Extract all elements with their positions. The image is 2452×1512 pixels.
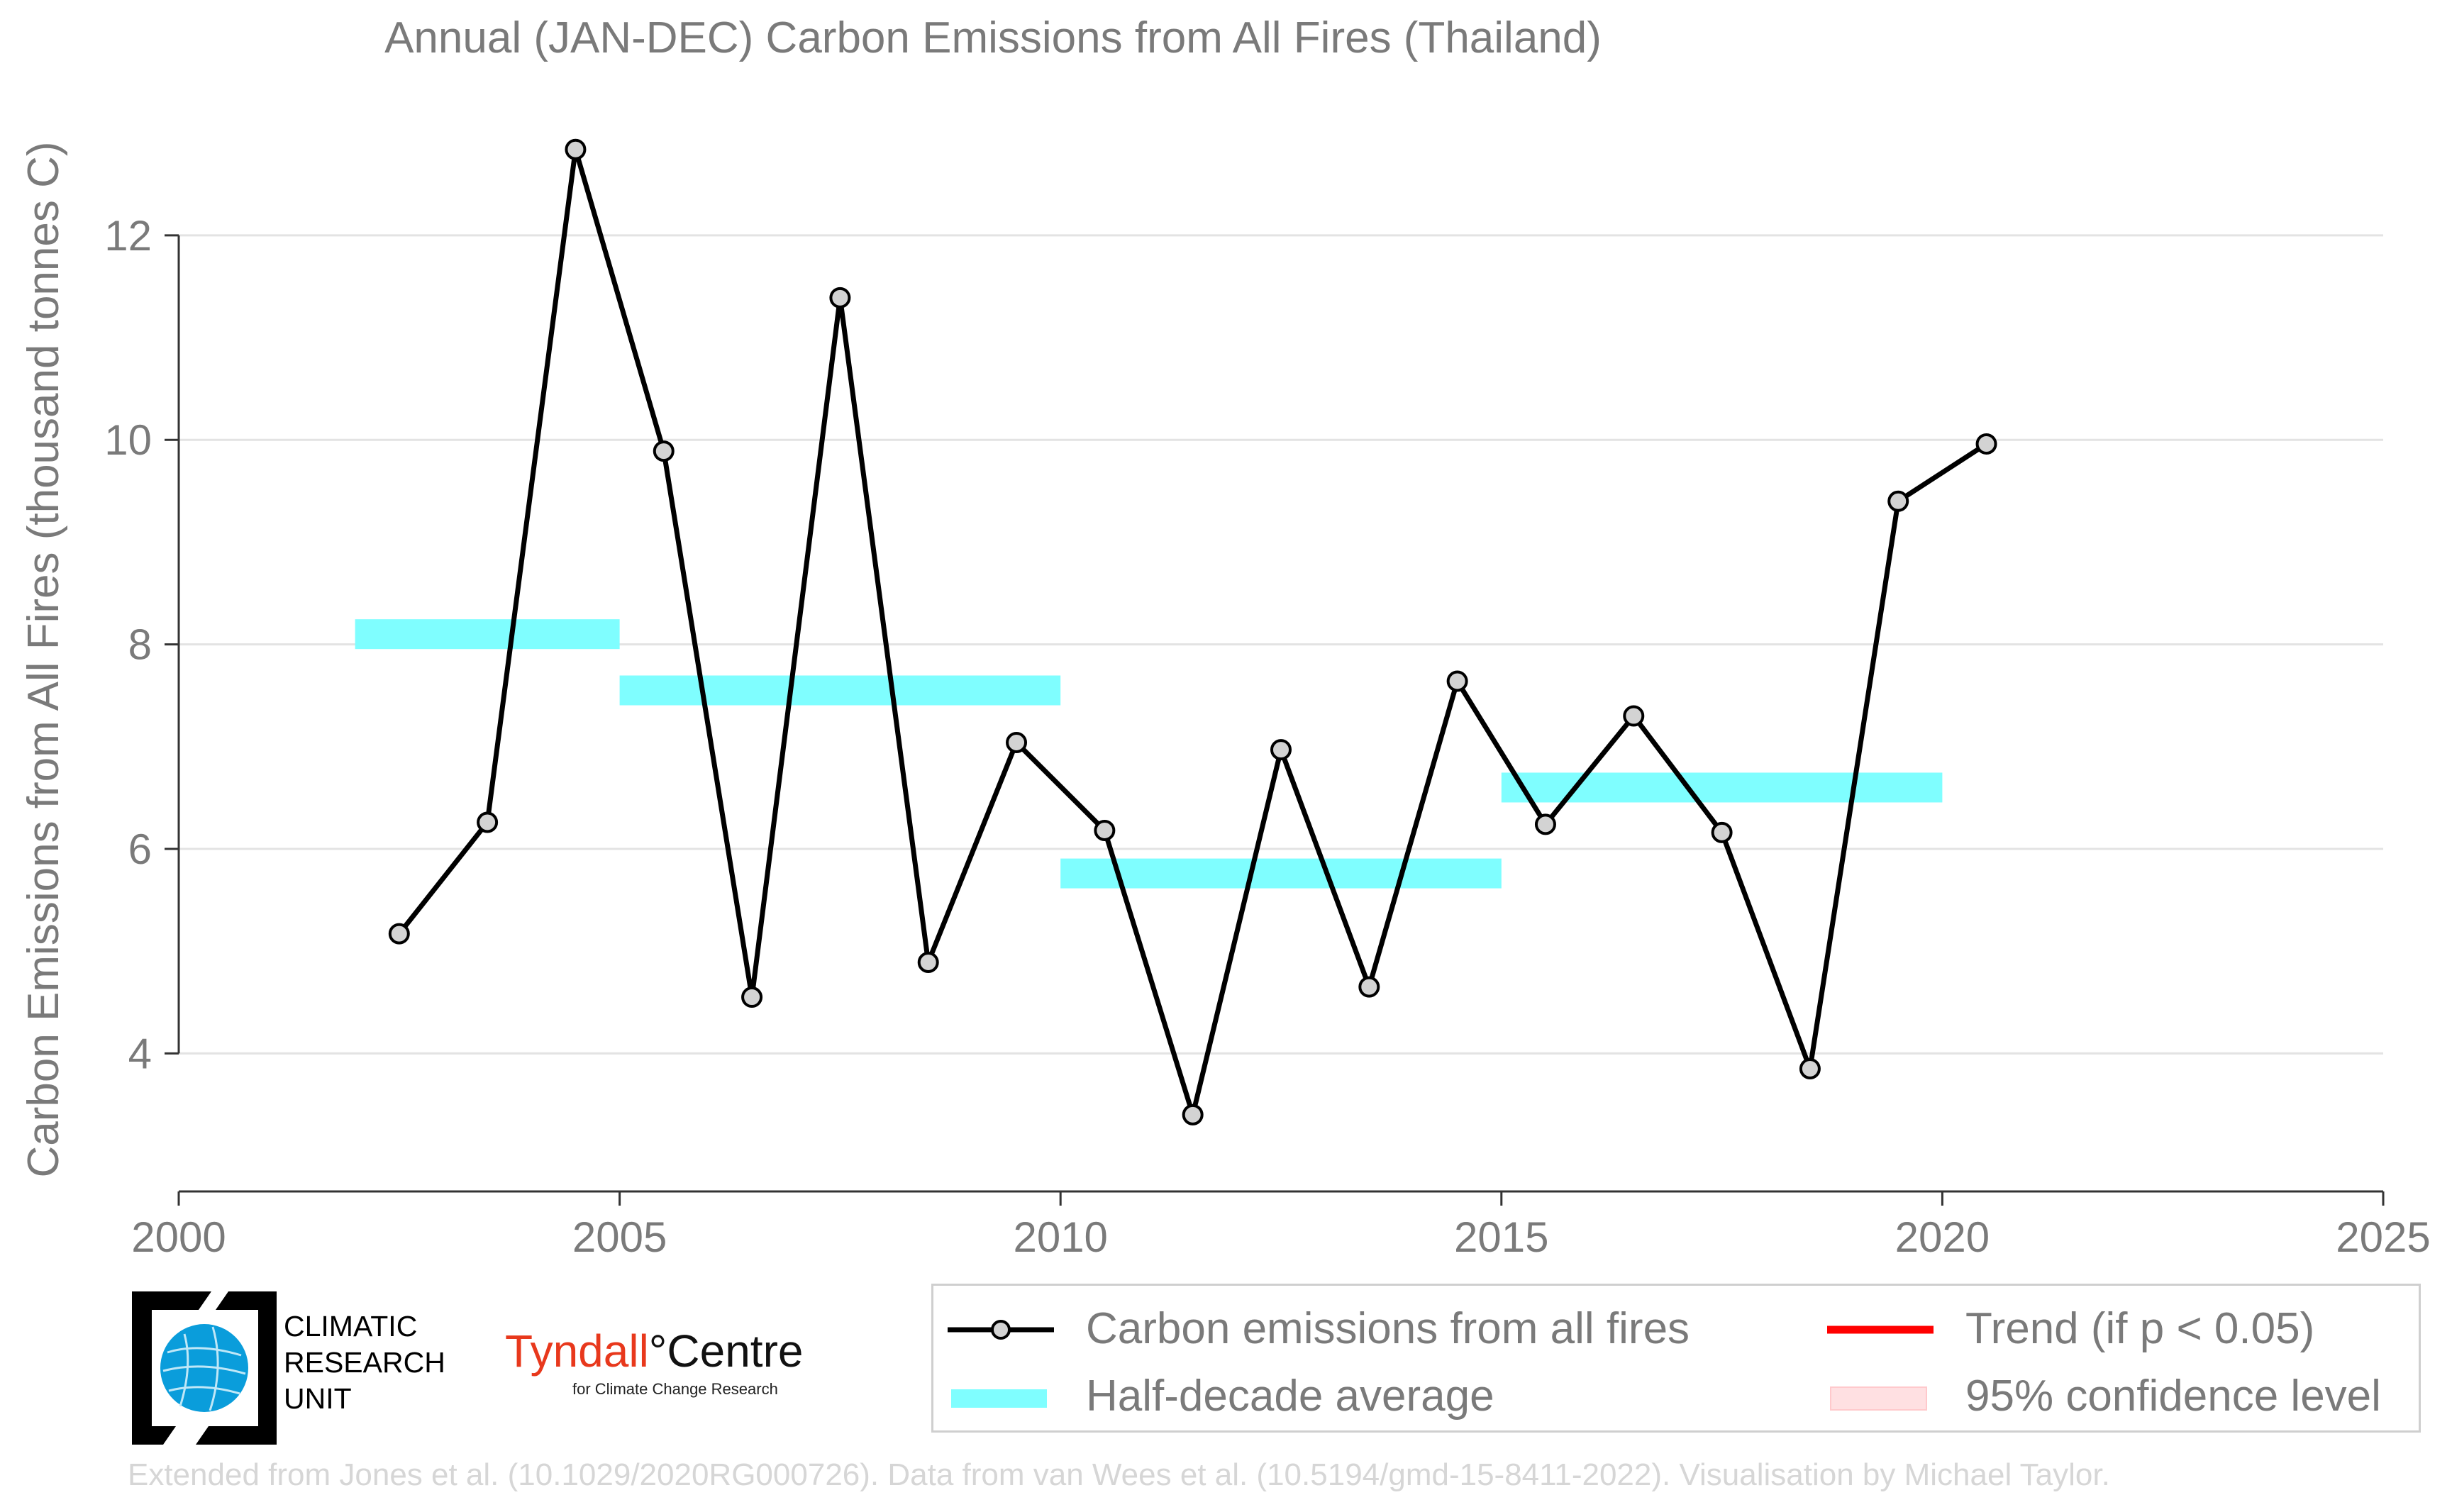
emissions-point [1887,490,1909,512]
emissions-point [1006,732,1028,754]
footer-credit: Extended from Jones et al. (10.1029/2020… [128,1457,2110,1492]
emissions-point [1534,813,1556,835]
legend-label-emissions: Carbon emissions from all fires [1086,1304,1690,1353]
emissions-point [1711,821,1733,843]
x-tick-label: 2015 [1454,1213,1548,1261]
emissions-point [1446,670,1468,692]
emissions-point [477,811,499,833]
legend-label-confidence: 95% confidence level [1965,1372,2381,1421]
emissions-point [1358,976,1380,998]
emissions-point [1270,739,1292,761]
legend-symbol-line-marker [948,1320,1054,1340]
y-tick-label: 6 [128,826,152,873]
x-tick-label: 2010 [1013,1213,1107,1261]
y-tick-label: 10 [104,416,152,464]
half-decade-band [619,675,1061,706]
emissions-point [388,923,410,945]
emissions-point [653,440,675,462]
emissions-point [1975,433,1997,455]
legend-symbol-half-decade [951,1389,1047,1408]
emissions-line [397,147,1988,1118]
emissions-point [829,287,851,308]
emissions-point [917,952,939,974]
half-decade-band [1060,858,1502,889]
legend-symbol-trend [1827,1325,1934,1334]
y-tick-label: 4 [128,1030,152,1077]
half-decade-band [355,619,620,650]
legend-symbol-confidence [1830,1386,1927,1411]
legend-label-half-decade: Half-decade average [1086,1372,1494,1421]
emissions-point [1182,1104,1204,1125]
emissions-point [741,986,763,1008]
x-tick-label: 2005 [572,1213,667,1261]
climatic-research-unit-logo [132,1291,277,1445]
emissions-point [1094,820,1116,842]
emissions-point [1799,1057,1821,1079]
x-tick-label: 2025 [2336,1213,2430,1261]
cru-logo-text: CLIMATIC RESEARCH UNIT [284,1310,445,1415]
x-tick-label: 2000 [131,1213,226,1261]
tyndall-centre-logo: Tyndall°Centre for Climate Change Resear… [505,1325,804,1398]
y-tick-label: 8 [128,621,152,669]
y-tick-label: 12 [104,212,152,260]
legend: Carbon emissions from all fires Trend (i… [931,1284,2421,1433]
legend-label-trend: Trend (if p < 0.05) [1965,1304,2315,1353]
x-tick-label: 2020 [1895,1213,1990,1261]
emissions-point [1623,705,1645,727]
plot-area: 4 6 8 10 12 2000 2005 2010 2015 2020 2025 [104,138,2431,1261]
chart-title: Annual (JAN-DEC) Carbon Emissions from A… [384,13,1602,62]
emissions-point [565,138,587,160]
